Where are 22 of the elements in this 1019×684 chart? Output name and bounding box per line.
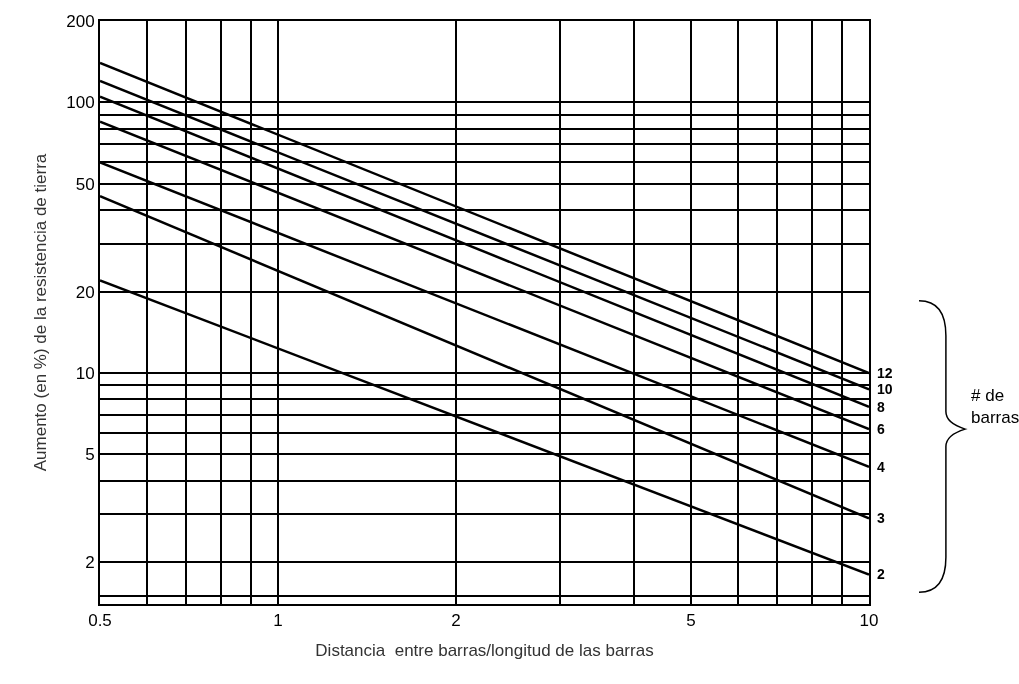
y-tick-label: 20: [75, 282, 95, 302]
y-tick-label: 200: [66, 11, 95, 31]
series-label: 3: [877, 510, 885, 526]
x-tick-label: 10: [859, 611, 879, 631]
series-label: 4: [877, 459, 885, 475]
y-tick-label: 10: [75, 363, 95, 383]
series-label: 12: [877, 365, 893, 381]
y-tick-label: 50: [75, 174, 95, 194]
x-tick-label: 1: [273, 611, 283, 631]
y-tick-label: 2: [85, 553, 95, 573]
y-tick-label: 100: [66, 93, 95, 113]
x-axis-title: Distancia entre barras/longitud de las barras: [315, 641, 654, 661]
series-label: 6: [877, 421, 885, 437]
x-tick-label: 5: [686, 611, 696, 631]
x-tick-label: 0.5: [88, 611, 112, 631]
y-tick-label: 5: [85, 445, 95, 465]
series-label: 2: [877, 566, 885, 582]
x-tick-label: 2: [451, 611, 461, 631]
series-label: 10: [877, 381, 893, 397]
y-axis-title: Aumento (en %) de la resistencia de tierra: [31, 153, 51, 472]
series-label: 8: [877, 399, 885, 415]
text: # de barras: [971, 386, 1019, 428]
